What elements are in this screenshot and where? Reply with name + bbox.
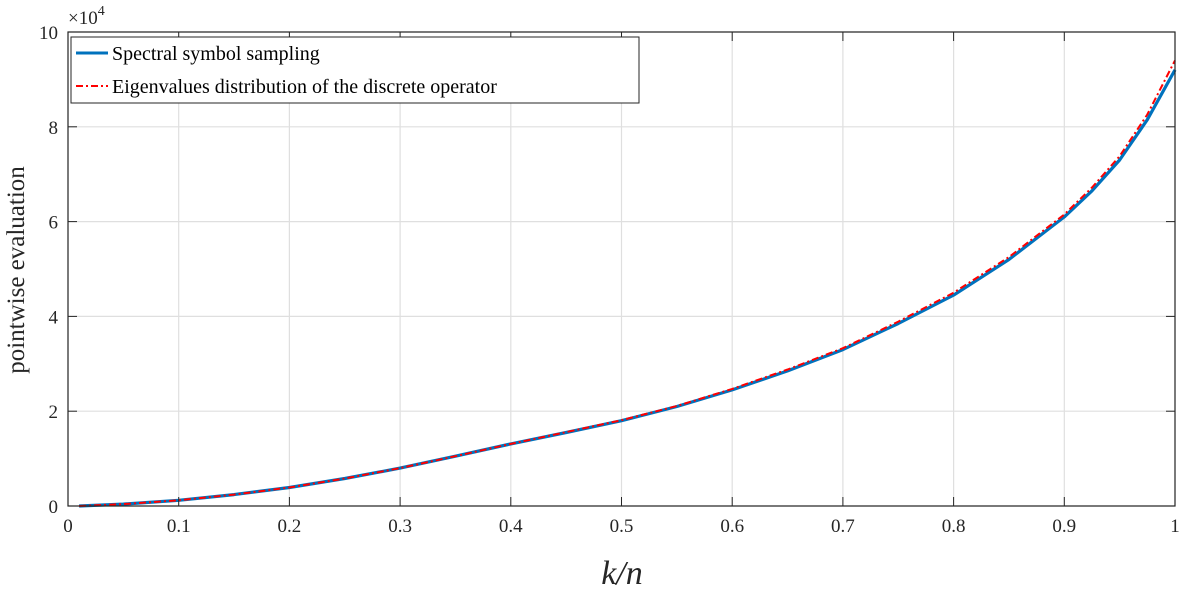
x-tick-label: 0.5 xyxy=(610,516,634,537)
y-exponent-label: ×104 xyxy=(68,4,105,29)
y-tick-label: 10 xyxy=(39,23,58,44)
series-line-eigenvalues xyxy=(79,59,1176,507)
x-tick-labels: 0 0.1 0.2 0.3 0.4 0.5 0.6 0.7 0.8 0.9 1 xyxy=(63,516,1180,537)
legend: Spectral symbol sampling Eigenvalues dis… xyxy=(70,36,640,104)
x-tick-label: 0.4 xyxy=(499,516,523,537)
legend-box xyxy=(70,36,640,104)
legend-label-eigen: Eigenvalues distribution of the discrete… xyxy=(112,76,497,98)
x-tick-label: 0.6 xyxy=(720,516,744,537)
x-tick-label: 0.2 xyxy=(278,516,302,537)
y-tick-labels: 0 2 4 6 8 10 xyxy=(39,23,59,518)
x-tick-label: 0.9 xyxy=(1052,516,1076,537)
y-tick-label: 6 xyxy=(49,213,59,234)
y-tick-label: 4 xyxy=(49,307,59,328)
series-layer xyxy=(79,59,1177,508)
y-tick-label: 0 xyxy=(49,497,59,518)
x-tick-label: 0.8 xyxy=(942,516,966,537)
y-tick-label: 2 xyxy=(49,402,59,423)
tick-marks xyxy=(67,31,1176,507)
x-tick-label: 0.3 xyxy=(388,516,412,537)
x-tick-label: 0.1 xyxy=(167,516,191,537)
x-tick-label: 0.7 xyxy=(831,516,855,537)
x-axis-label: k/n xyxy=(601,555,643,592)
x-tick-label: 0 xyxy=(63,516,73,537)
y-exponent-power: 4 xyxy=(98,4,105,19)
series-line-spectral-symbol xyxy=(79,69,1177,508)
legend-label-spectral: Spectral symbol sampling xyxy=(112,43,320,65)
y-tick-label: 8 xyxy=(49,118,59,139)
y-axis-label: pointwise evaluation xyxy=(3,166,30,374)
x-tick-label: 1 xyxy=(1170,516,1180,537)
y-exponent-base: ×10 xyxy=(68,8,98,29)
